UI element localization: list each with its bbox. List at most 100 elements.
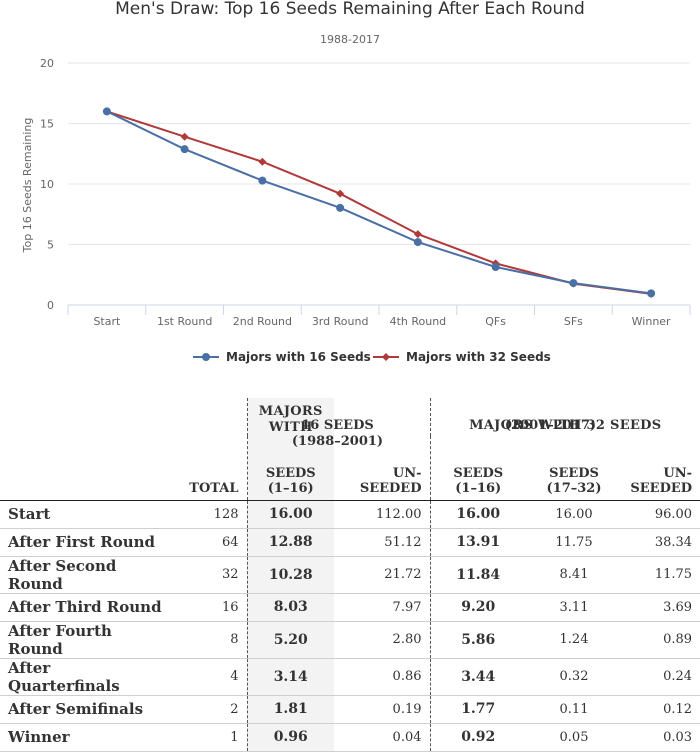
row-label: After Fourth Round bbox=[8, 621, 112, 658]
row-label: Winner bbox=[8, 728, 70, 746]
group-header-32-seeds: MAJORS WITH 32 SEEDS bbox=[430, 398, 700, 436]
y-tick-label: 10 bbox=[40, 178, 54, 191]
line-chart: Men's Draw: Top 16 Seeds Remaining After… bbox=[21, 0, 691, 364]
y-tick-label: 5 bbox=[47, 239, 54, 252]
cell-unseeded-32: 0.12 bbox=[663, 701, 693, 717]
cell-unseeded-16: 0.19 bbox=[334, 695, 431, 723]
cell-seeds-32-top16: 13.91 bbox=[456, 534, 501, 550]
col-header-seeds-32b: SEEDS (17–32) bbox=[526, 436, 622, 500]
col-header-unseeded-32: UN- SEEDED bbox=[622, 436, 700, 500]
col-header-seeds-16: 16 SEEDS (1988–2001) SEEDS (1–16) bbox=[246, 418, 383, 500]
cell-seeds-16: 1.81 bbox=[246, 695, 334, 723]
legend-label: Majors with 16 Seeds bbox=[226, 350, 371, 364]
table-row: After Third Round 16 8.03 7.97 9.20 3.11 3.69 bbox=[0, 593, 700, 621]
chart-legend: Majors with 16 Seeds Majors with 32 Seeds bbox=[193, 350, 551, 364]
seeds-label: SEEDS bbox=[265, 465, 316, 481]
cell-seeds-32-top16: 0.92 bbox=[461, 729, 496, 745]
x-tick-label: 3rd Round bbox=[312, 315, 369, 328]
header-empty bbox=[0, 436, 167, 500]
group16-title-line2: 16 SEEDS bbox=[301, 418, 374, 433]
cell-seeds-16: 12.88 bbox=[246, 528, 334, 556]
cell-unseeded-32: 38.34 bbox=[654, 534, 693, 550]
cell-unseeded-16: 112.00 bbox=[334, 500, 431, 528]
cell-seeds-32-top16: 9.20 bbox=[461, 599, 496, 615]
seeds-label: SEEDS bbox=[549, 465, 599, 481]
data-point bbox=[258, 157, 267, 166]
cell-seeds-16: 5.20 bbox=[246, 621, 334, 658]
cell-unseeded-16: 2.80 bbox=[334, 621, 431, 658]
table-row: After First Round 64 12.88 51.12 13.91 11.75 3… bbox=[0, 528, 700, 556]
cell-unseeded-32: 3.69 bbox=[663, 599, 693, 615]
data-point bbox=[180, 145, 189, 154]
cell-total: 8 bbox=[230, 632, 239, 647]
cell-seeds-32-top16: 5.86 bbox=[461, 631, 496, 648]
row-label: After Semifinals bbox=[8, 700, 144, 718]
x-tick-label: SFs bbox=[564, 315, 583, 328]
cell-seeds-32-17to32: 16.00 bbox=[555, 506, 593, 522]
group-header-16-seeds-cont bbox=[334, 398, 431, 436]
cell-seeds-32-top16: 3.44 bbox=[461, 668, 496, 685]
unseeded-label-1: UN- bbox=[663, 465, 693, 481]
cell-unseeded-16: 7.97 bbox=[334, 593, 431, 621]
cell-unseeded-32: 11.75 bbox=[654, 567, 693, 582]
data-point bbox=[336, 189, 345, 198]
col-header-seeds-32a: (2001–2017) SEEDS (1–16) bbox=[430, 418, 596, 500]
legend-marker bbox=[202, 353, 210, 361]
table-row: After Fourth Round 8 5.20 2.80 5.86 1.24 0.89 bbox=[0, 621, 700, 658]
row-label: After Third Round bbox=[8, 598, 162, 616]
unseeded-label-1: UN- bbox=[392, 465, 422, 481]
row-label: After Quarterfinals bbox=[8, 658, 120, 695]
seeds-range: (17–32) bbox=[546, 480, 602, 496]
table-row: Start 128 16.00 112.00 16.00 16.00 96.00 bbox=[0, 500, 700, 528]
data-point bbox=[336, 203, 345, 212]
row-label: Start bbox=[8, 505, 51, 523]
data-point bbox=[180, 132, 189, 141]
cell-seeds-32-17to32: 0.32 bbox=[559, 669, 589, 684]
table-row: Winner 1 0.96 0.04 0.92 0.05 0.03 bbox=[0, 723, 700, 751]
cell-seeds-16: 16.00 bbox=[246, 500, 334, 528]
unseeded-label-2: SEEDED bbox=[630, 480, 693, 496]
legend-marker bbox=[382, 353, 390, 361]
cell-seeds-32-17to32: 11.75 bbox=[555, 534, 593, 550]
table-row: After Quarterfinals 4 3.14 0.86 3.44 0.32 0.24 bbox=[0, 658, 700, 695]
data-point bbox=[102, 107, 111, 116]
cell-total: 4 bbox=[230, 669, 239, 684]
data-point bbox=[258, 176, 267, 185]
data-point bbox=[413, 238, 422, 247]
series-line bbox=[106, 110, 652, 295]
x-tick-label: 4th Round bbox=[390, 315, 447, 328]
cell-total: 16 bbox=[221, 599, 239, 615]
cell-unseeded-16: 0.86 bbox=[334, 658, 431, 695]
cell-unseeded-32: 0.03 bbox=[663, 729, 693, 745]
cell-seeds-32-17to32: 1.24 bbox=[559, 632, 589, 647]
cell-seeds-32-top16: 1.77 bbox=[461, 701, 496, 717]
x-tick-label: Start bbox=[93, 315, 121, 328]
cell-seeds-16: 0.96 bbox=[246, 723, 334, 751]
table-row: After Semifinals 2 1.81 0.19 1.77 0.11 0.12 bbox=[0, 695, 700, 723]
cell-seeds-32-17to32: 0.11 bbox=[559, 701, 589, 717]
col-header-unseeded-16: UN- SEEDED bbox=[334, 436, 431, 500]
data-point bbox=[491, 263, 500, 272]
cell-seeds-16: 8.03 bbox=[246, 593, 334, 621]
group16-title-line1: MAJORS WITH bbox=[258, 404, 323, 435]
cell-seeds-32-top16: 11.84 bbox=[456, 566, 501, 583]
x-tick-label: 2nd Round bbox=[233, 315, 292, 328]
x-tick-label: QFs bbox=[485, 315, 506, 328]
seeds-range: (1–16) bbox=[455, 480, 502, 496]
y-tick-label: 0 bbox=[47, 299, 54, 312]
header-empty bbox=[0, 398, 167, 436]
cell-total: 2 bbox=[230, 701, 239, 717]
seeds-range: (1–16) bbox=[267, 480, 314, 496]
x-tick-label: 1st Round bbox=[157, 315, 212, 328]
y-tick-label: 20 bbox=[40, 57, 54, 70]
table-row: After Second Round 32 10.28 21.72 11.84 8.41 1… bbox=[0, 556, 700, 593]
cell-unseeded-16: 51.12 bbox=[334, 528, 431, 556]
cell-unseeded-32: 96.00 bbox=[654, 506, 693, 522]
x-tick-label: Winner bbox=[632, 315, 671, 328]
cell-unseeded-16: 0.04 bbox=[334, 723, 431, 751]
cell-total: 1 bbox=[230, 729, 239, 745]
cell-unseeded-32: 0.89 bbox=[663, 632, 693, 647]
y-axis-label: Top 16 Seeds Remaining bbox=[21, 118, 34, 254]
seeds-label: SEEDS bbox=[453, 465, 504, 481]
seeds-table-container: MAJORS WITH MAJORS WITH 32 SEEDS TOTAL 1… bbox=[0, 398, 700, 752]
